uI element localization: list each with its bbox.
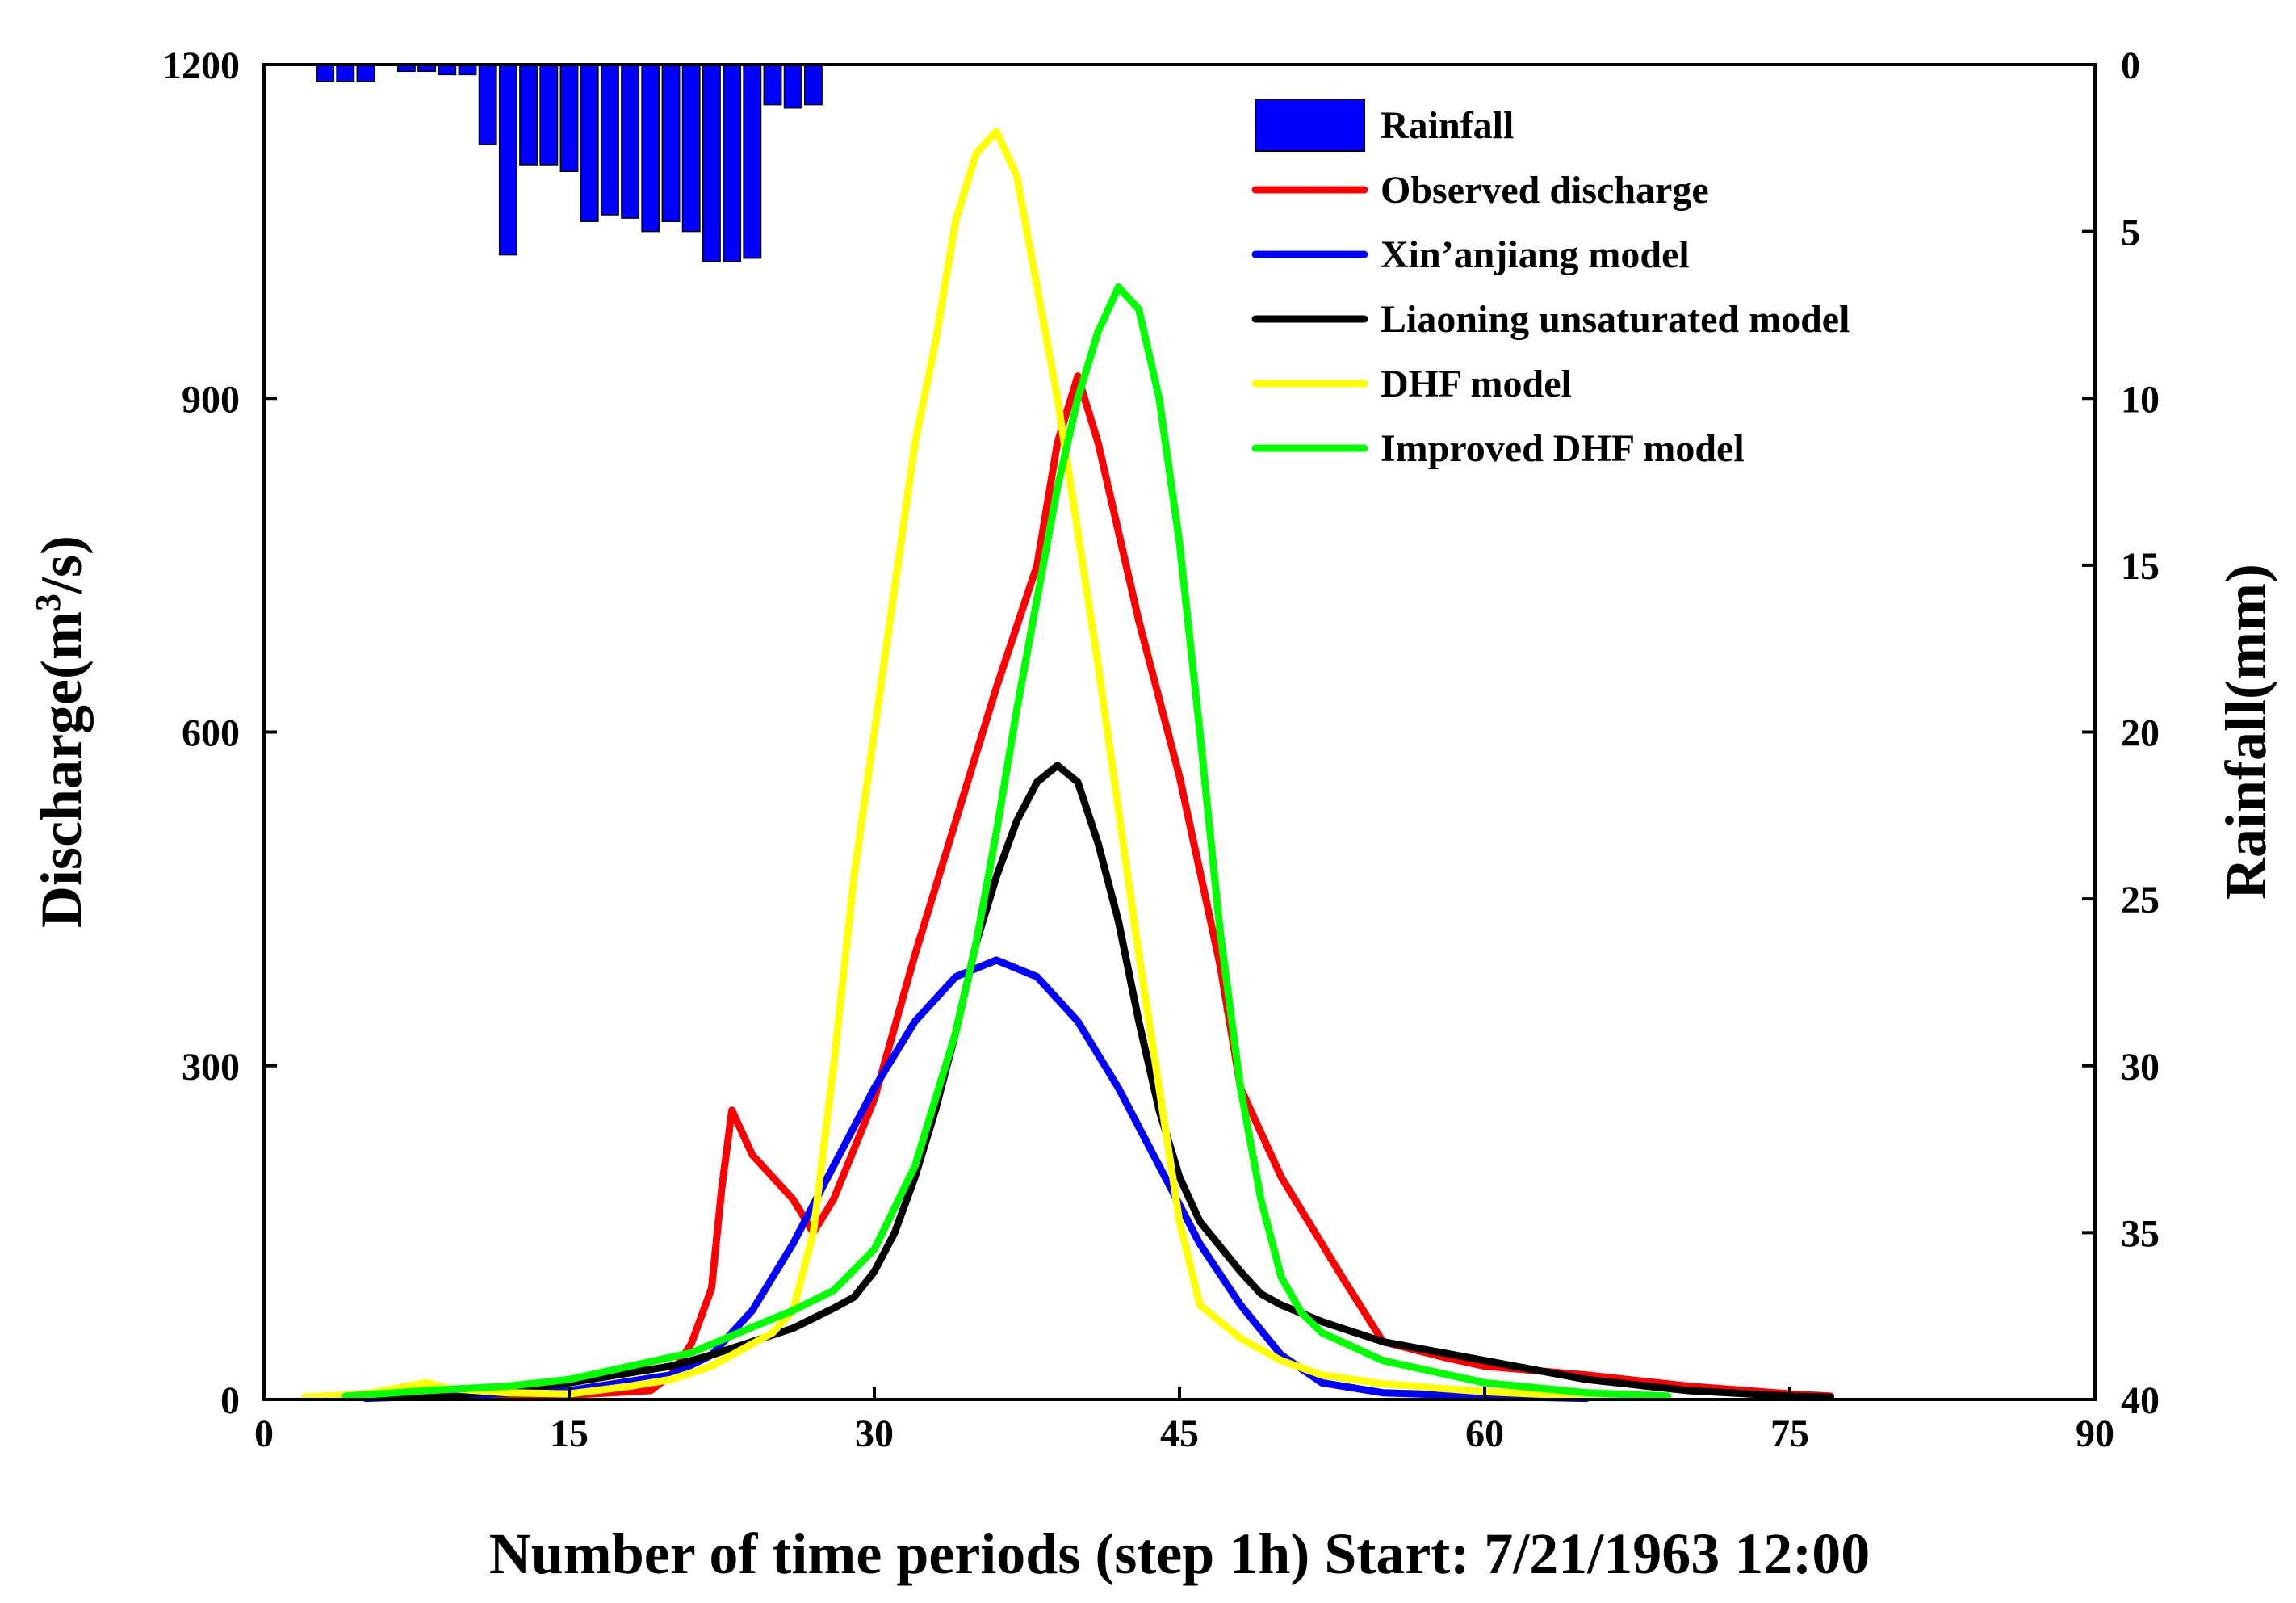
y-left-axis-title-end: /s) <box>29 535 94 594</box>
y-right-tick-label: 0 <box>2121 44 2140 87</box>
x-tick-label: 60 <box>1465 1412 1504 1455</box>
x-tick-label: 0 <box>254 1412 274 1455</box>
y-right-tick-label: 20 <box>2121 712 2160 755</box>
rainfall-bar <box>600 64 619 216</box>
legend-label-xin-anjiang-model: Xin’anjiang model <box>1381 233 1690 276</box>
x-tick-label: 45 <box>1160 1412 1199 1455</box>
rainfall-bar <box>519 64 538 166</box>
series-line-dhf-model <box>300 128 1672 1401</box>
y-right-tick-labels: 0 5 10 15 20 25 30 35 40 <box>2121 44 2160 1422</box>
rainfall-bar <box>723 64 742 262</box>
rainfall-bar <box>661 64 681 222</box>
x-tick-label: 30 <box>855 1412 894 1455</box>
y-right-tick-label: 25 <box>2121 879 2160 921</box>
y-left-tick-label: 600 <box>182 712 240 755</box>
legend-label-observed-discharge: Observed discharge <box>1381 169 1709 212</box>
legend: Rainfall Observed discharge Xin’anjiang mo… <box>1251 99 1850 470</box>
y-left-tick-label: 900 <box>182 378 240 421</box>
rainfall-bar <box>702 64 721 262</box>
y-left-tick-label: 0 <box>220 1379 240 1422</box>
rainfall-bar <box>498 64 517 256</box>
legend-swatch-rainfall <box>1255 99 1365 152</box>
rainfall-bar <box>783 64 802 109</box>
rainfall-bar <box>621 64 640 219</box>
rainfall-bar <box>559 64 579 172</box>
y-left-axis-title-sup: 3 <box>28 594 68 611</box>
rainfall-bar <box>539 64 559 166</box>
y-left-tick-label: 300 <box>182 1046 240 1089</box>
rainfall-bar <box>803 64 823 106</box>
rainfall-bar <box>580 64 599 222</box>
series-line-improved-dhf-model <box>341 283 1672 1400</box>
legend-label-rainfall: Rainfall <box>1381 104 1514 147</box>
x-tick-labels: 0 15 30 45 60 75 90 <box>254 1412 2114 1455</box>
x-tick-label: 75 <box>1770 1412 1809 1455</box>
x-axis-title: Number of time periods (step 1h) Start: … <box>489 1521 1871 1586</box>
y-right-tick-label: 5 <box>2121 212 2140 254</box>
y-right-tick-label: 30 <box>2121 1046 2160 1089</box>
axis-ticks <box>262 63 2097 1401</box>
legend-label-improved-dhf-model: Improved DHF model <box>1381 427 1745 470</box>
y-right-tick-label: 15 <box>2121 545 2160 588</box>
rainfall-bar <box>743 64 762 259</box>
rainfall-bars <box>316 64 823 262</box>
series-line-liaoning-unsaturated-model <box>362 762 1834 1401</box>
series-lines <box>300 128 1834 1403</box>
y-left-tick-label: 1200 <box>162 44 240 87</box>
x-tick-label: 15 <box>550 1412 589 1455</box>
rainfall-bar <box>763 64 782 106</box>
y-right-tick-label: 35 <box>2121 1212 2160 1255</box>
x-tick-label: 90 <box>2076 1412 2114 1455</box>
y-left-tick-labels: 0 300 600 900 1200 <box>162 44 240 1422</box>
rainfall-bar <box>336 64 355 82</box>
y-left-axis-title-main: Discharge(m <box>29 611 94 928</box>
legend-label-liaoning-unsaturated-model: Liaoning unsaturated model <box>1381 298 1850 341</box>
y-right-axis-title: Rainfall(mm) <box>2214 564 2278 900</box>
series-line-observed-discharge <box>300 372 1834 1401</box>
rainfall-bar <box>478 64 497 145</box>
y-right-tick-label: 10 <box>2121 378 2160 421</box>
y-left-axis-title: Discharge(m3/s) <box>28 535 94 928</box>
rainfall-bar <box>356 64 375 82</box>
y-right-tick-label: 40 <box>2121 1379 2160 1422</box>
series-line-xin-anjiang-model <box>362 956 1590 1403</box>
rainfall-bar <box>681 64 701 233</box>
rainfall-bar <box>316 64 335 82</box>
legend-label-dhf-model: DHF model <box>1381 363 1572 405</box>
rainfall-bar <box>641 64 660 233</box>
